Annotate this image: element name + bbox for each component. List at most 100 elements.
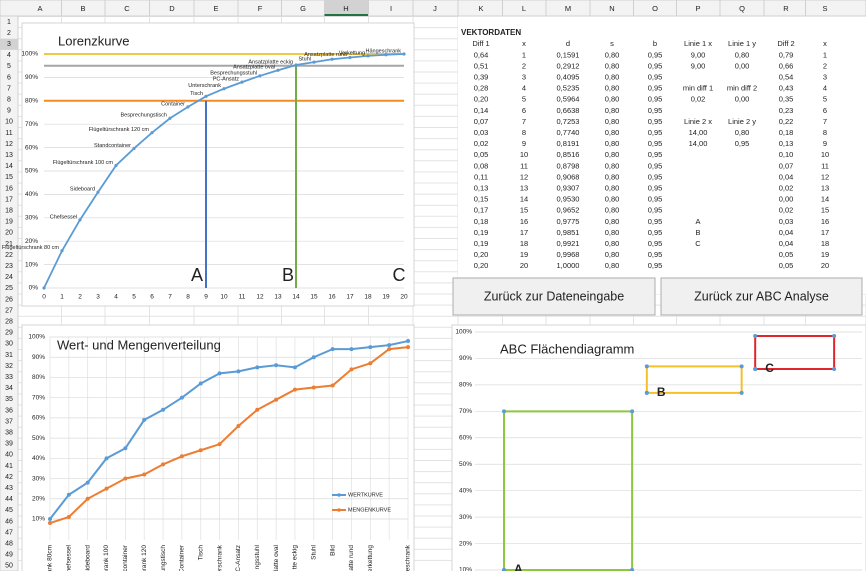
y-tick-label: 80% xyxy=(459,382,472,389)
point-label: Hängeschrank xyxy=(366,48,402,54)
row-number: 47 xyxy=(5,529,13,536)
table-cell: 17 xyxy=(520,228,528,237)
table-cell: 0,10 xyxy=(779,150,794,159)
table-cell: 14 xyxy=(821,195,829,204)
table-cell: 0,02 xyxy=(474,139,489,148)
table-cell: 0,80 xyxy=(605,161,620,170)
table-cell: 14,00 xyxy=(689,139,708,148)
series-point xyxy=(48,517,52,521)
table-cell: 13 xyxy=(821,183,829,192)
row-number: 23 xyxy=(5,263,13,270)
corner-point xyxy=(832,333,837,338)
corner-point xyxy=(502,409,507,414)
button-face[interactable] xyxy=(660,277,863,316)
series-point xyxy=(330,383,335,388)
table-cell: A xyxy=(695,217,700,226)
table-cell: 14 xyxy=(520,195,528,204)
table-cell: 0,51 xyxy=(474,61,489,70)
table-header: Linie 1 x xyxy=(684,39,712,48)
table-cell: 0,80 xyxy=(605,72,620,81)
x-tick-label: 16 xyxy=(328,294,336,301)
x-tick-label: Sideboard xyxy=(84,545,91,571)
x-tick-label: 11 xyxy=(239,294,246,301)
y-tick-label: 70% xyxy=(459,408,472,415)
table-cell: 4 xyxy=(522,84,526,93)
table-cell: 0,9652 xyxy=(557,206,580,215)
table-cell: 0,11 xyxy=(474,172,488,181)
row-number: 17 xyxy=(5,196,13,203)
y-tick-label: 10% xyxy=(25,261,38,268)
series-point xyxy=(292,387,297,392)
button-label[interactable]: Zurück zur Dateneingabe xyxy=(484,289,624,303)
table-cell: 0,39 xyxy=(474,72,489,81)
point-label: PC-Ansatz xyxy=(213,77,240,83)
table-cell: 9 xyxy=(522,139,526,148)
column-letter: M xyxy=(565,4,571,13)
lorenz-point xyxy=(132,146,136,151)
table-cell: 0,95 xyxy=(648,206,663,215)
column-letter: R xyxy=(783,4,789,13)
row-number: 38 xyxy=(5,430,13,437)
y-tick-label: 100% xyxy=(28,334,45,341)
row-number: 41 xyxy=(5,463,13,470)
table-cell: 0,02 xyxy=(779,183,794,192)
table-cell: 3 xyxy=(522,72,526,81)
button[interactable]: Zurück zur Dateneingabe xyxy=(452,277,656,316)
row-number: 28 xyxy=(5,319,13,326)
table-cell: 0,00 xyxy=(735,95,750,104)
table-cell: 0,08 xyxy=(474,161,489,170)
button-label[interactable]: Zurück zur ABC Analyse xyxy=(694,289,829,303)
x-tick-label: 20 xyxy=(400,294,408,301)
row-number: 10 xyxy=(5,119,13,126)
table-cell: 0,95 xyxy=(648,95,663,104)
y-tick-label: 60% xyxy=(25,144,38,151)
lorenz-point xyxy=(402,52,406,56)
lorenz-point xyxy=(258,74,262,78)
table-cell: 0,80 xyxy=(605,250,620,259)
y-tick-label: 60% xyxy=(32,415,45,422)
row-number: 19 xyxy=(5,219,13,226)
table-cell: Linie 2 y xyxy=(728,117,756,126)
vektordaten-table: VEKTORDATEN Diff 1 x d s b Linie 1 x Linie 1 y D… xyxy=(458,16,866,294)
point-label: Ansatzplatte oval xyxy=(233,65,275,71)
table-cell: 0,95 xyxy=(648,261,663,270)
table-cell: 20 xyxy=(821,261,829,270)
column-letter: L xyxy=(522,4,526,13)
table-header: s xyxy=(610,39,614,48)
table-title: VEKTORDATEN xyxy=(461,28,521,37)
row-number: 7 xyxy=(7,85,11,92)
table-cell: 0,80 xyxy=(605,84,620,93)
lorenz-point xyxy=(114,163,118,168)
series-point xyxy=(311,385,316,390)
table-cell: 0,8798 xyxy=(557,161,580,170)
table-cell: 0,80 xyxy=(605,139,620,148)
x-tick-label: Bild xyxy=(329,545,336,556)
table-cell: 0,7740 xyxy=(557,128,580,137)
x-tick-label: Stuhl xyxy=(311,544,318,559)
table-header: x xyxy=(522,39,526,48)
table-cell: 11 xyxy=(821,161,829,170)
table-cell: 0,80 xyxy=(605,228,620,237)
button-face[interactable] xyxy=(452,277,656,316)
table-header: b xyxy=(653,39,657,48)
point-label: Flügeltürschrank 80 cm xyxy=(2,245,60,251)
button[interactable]: Zurück zur ABC Analyse xyxy=(660,277,863,316)
series-point xyxy=(217,371,222,376)
lorenz-point xyxy=(222,87,226,91)
row-number: 30 xyxy=(5,341,13,348)
y-tick-label: 50% xyxy=(459,461,472,468)
corner-point xyxy=(739,364,744,369)
x-tick-label: 17 xyxy=(346,294,354,301)
table-cell: 0,1591 xyxy=(557,50,580,59)
table-cell: 12 xyxy=(520,172,528,181)
lorenz-point xyxy=(42,286,46,290)
table-cell: 19 xyxy=(821,250,829,259)
corner-point xyxy=(739,390,744,395)
y-tick-label: 10% xyxy=(32,516,45,523)
series-point xyxy=(406,339,410,344)
y-tick-label: 90% xyxy=(459,355,472,362)
row-number: 24 xyxy=(5,274,13,281)
column-letter: B xyxy=(80,4,85,13)
table-cell: 0,80 xyxy=(605,128,620,137)
table-cell: 2 xyxy=(823,61,827,70)
